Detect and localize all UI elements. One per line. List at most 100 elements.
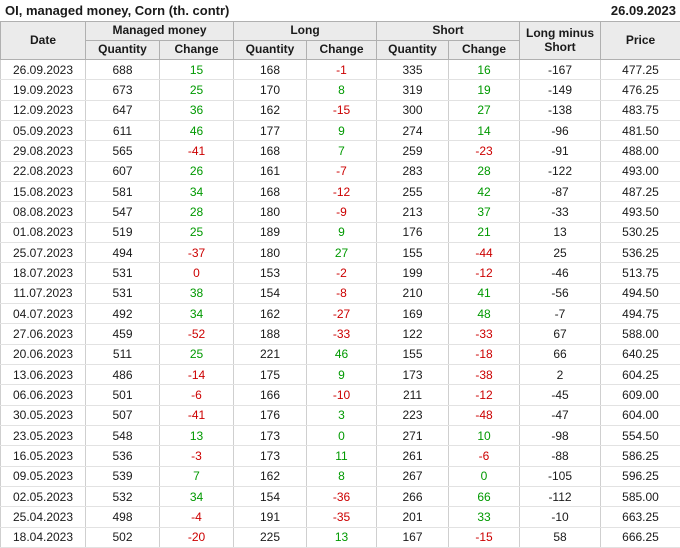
date-cell: 30.05.2023	[0, 404, 86, 426]
long-change-cell: 9	[305, 221, 378, 243]
long-quantity-cell: 162	[233, 99, 307, 121]
table-row: 05.09.2023 611 46 177 9 274 14 -96 481.50	[0, 119, 680, 142]
mm-quantity-cell: 531	[85, 262, 160, 284]
price-cell: 493.00	[600, 160, 680, 182]
long-change-cell: -12	[305, 180, 378, 203]
mm-change-cell: 46	[159, 119, 234, 142]
long-minus-short-cell: -138	[519, 99, 602, 121]
long-change-cell: 46	[305, 343, 378, 365]
short-change-cell: -6	[448, 445, 521, 467]
long-quantity-cell: 225	[233, 526, 307, 548]
table-row: 11.07.2023 531 38 154 -8 210 41 -56 494.50	[0, 282, 680, 304]
short-change-cell: 41	[448, 282, 521, 304]
mm-change-cell: 7	[159, 465, 234, 487]
mm-quantity-cell: 486	[85, 363, 160, 386]
long-quantity-cell: 166	[233, 384, 307, 406]
price-cell: 483.75	[600, 99, 680, 121]
price-cell: 604.00	[600, 404, 680, 426]
long-minus-short-cell: 58	[519, 526, 602, 548]
long-minus-short-cell: -10	[519, 506, 602, 528]
col-header-long-change: Change	[305, 40, 378, 60]
table-row: 09.05.2023 539 7 162 8 267 0 -105 596.25	[0, 465, 680, 487]
date-cell: 01.08.2023	[0, 221, 86, 243]
mm-quantity-cell: 565	[85, 140, 160, 162]
mm-quantity-cell: 548	[85, 424, 160, 447]
mm-change-cell: -52	[159, 323, 234, 345]
mm-change-cell: 0	[159, 262, 234, 284]
date-cell: 23.05.2023	[0, 424, 86, 447]
titlebar: OI, managed money, Corn (th. contr) 26.0…	[0, 0, 680, 21]
price-cell: 487.25	[600, 180, 680, 203]
long-minus-short-cell: 13	[519, 221, 602, 243]
table-row: 04.07.2023 492 34 162 -27 169 48 -7 494.75	[0, 302, 680, 325]
long-minus-short-cell: 67	[519, 323, 602, 345]
short-change-cell: -18	[448, 343, 521, 365]
short-change-cell: 33	[448, 506, 521, 528]
table-row: 25.07.2023 494 -37 180 27 155 -44 25 536.25	[0, 241, 680, 264]
mm-change-cell: -6	[159, 384, 234, 406]
short-quantity-cell: 210	[376, 282, 450, 304]
table-body: 26.09.2023 688 15 168 -1 335 16 -167 477.25 19.09…	[0, 58, 680, 548]
long-change-cell: -10	[305, 384, 378, 406]
long-minus-short-cell: -122	[519, 160, 602, 182]
short-quantity-cell: 201	[376, 506, 450, 528]
long-change-cell: -8	[305, 282, 378, 304]
mm-quantity-cell: 611	[85, 119, 160, 142]
short-quantity-cell: 223	[376, 404, 450, 426]
date-cell: 02.05.2023	[0, 485, 86, 508]
price-cell: 554.50	[600, 424, 680, 447]
long-minus-short-cell: -96	[519, 119, 602, 142]
mm-quantity-cell: 581	[85, 180, 160, 203]
mm-quantity-cell: 492	[85, 302, 160, 325]
short-change-cell: 0	[448, 465, 521, 487]
col-header-mm-quantity: Quantity	[85, 40, 160, 60]
short-quantity-cell: 283	[376, 160, 450, 182]
price-cell: 666.25	[600, 526, 680, 548]
long-minus-short-cell: 25	[519, 241, 602, 264]
mm-change-cell: -37	[159, 241, 234, 264]
short-quantity-cell: 155	[376, 241, 450, 264]
col-header-short-quantity: Quantity	[376, 40, 450, 60]
date-cell: 22.08.2023	[0, 160, 86, 182]
mm-quantity-cell: 519	[85, 221, 160, 243]
short-quantity-cell: 211	[376, 384, 450, 406]
mm-quantity-cell: 688	[85, 58, 160, 81]
date-cell: 18.04.2023	[0, 526, 86, 548]
mm-quantity-cell: 647	[85, 99, 160, 121]
table-row: 27.06.2023 459 -52 188 -33 122 -33 67 588.00	[0, 323, 680, 345]
short-change-cell: 48	[448, 302, 521, 325]
short-quantity-cell: 300	[376, 99, 450, 121]
table-row: 22.08.2023 607 26 161 -7 283 28 -122 493.00	[0, 160, 680, 182]
date-cell: 15.08.2023	[0, 180, 86, 203]
mm-quantity-cell: 539	[85, 465, 160, 487]
long-change-cell: -9	[305, 201, 378, 223]
col-header-long-quantity: Quantity	[233, 40, 307, 60]
table-row: 12.09.2023 647 36 162 -15 300 27 -138 483.75	[0, 99, 680, 121]
short-change-cell: -38	[448, 363, 521, 386]
price-cell: 596.25	[600, 465, 680, 487]
mm-change-cell: 34	[159, 302, 234, 325]
table-row: 06.06.2023 501 -6 166 -10 211 -12 -45 609.00	[0, 384, 680, 406]
mm-quantity-cell: 507	[85, 404, 160, 426]
long-change-cell: 0	[305, 424, 378, 447]
mm-change-cell: 34	[159, 485, 234, 508]
date-cell: 12.09.2023	[0, 99, 86, 121]
short-quantity-cell: 255	[376, 180, 450, 203]
date-cell: 16.05.2023	[0, 445, 86, 467]
long-minus-short-cell: -7	[519, 302, 602, 325]
date-cell: 27.06.2023	[0, 323, 86, 345]
price-cell: 513.75	[600, 262, 680, 284]
mm-quantity-cell: 531	[85, 282, 160, 304]
long-quantity-cell: 153	[233, 262, 307, 284]
col-group-long: Long	[232, 21, 378, 41]
table-row: 01.08.2023 519 25 189 9 176 21 13 530.25	[0, 221, 680, 243]
long-change-cell: -36	[305, 485, 378, 508]
long-change-cell: -7	[305, 160, 378, 182]
short-change-cell: 19	[448, 79, 521, 101]
date-cell: 04.07.2023	[0, 302, 86, 325]
short-change-cell: -33	[448, 323, 521, 345]
price-cell: 585.00	[600, 485, 680, 508]
price-cell: 536.25	[600, 241, 680, 264]
long-minus-short-cell: -33	[519, 201, 602, 223]
